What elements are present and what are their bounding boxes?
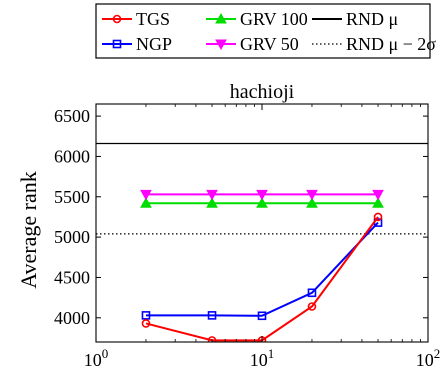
legend-rnd-2: RND μ − 2σ — [312, 34, 436, 54]
legend-grv-100-marker — [215, 12, 227, 24]
data-point-tgs — [141, 319, 151, 328]
data-point-ngp — [207, 311, 217, 320]
data-point-tgs — [307, 302, 317, 311]
legend-grv-50-label: GRV 50 — [240, 34, 299, 54]
data-point-grv-100 — [206, 197, 218, 208]
series-line-ngp — [145, 221, 379, 317]
data-point-grv-100 — [140, 197, 152, 208]
chart-title: hachioji — [230, 81, 295, 103]
data-point-grv-100 — [372, 197, 384, 208]
legend-grv-50-marker — [215, 39, 227, 51]
x-tick-label: 101 — [250, 346, 275, 370]
legend-rnd: RND μ — [312, 9, 398, 29]
x-tick-label: 100 — [84, 346, 109, 370]
data-layer — [96, 142, 428, 342]
data-point-ngp — [307, 288, 317, 298]
data-point-grv-50 — [206, 189, 218, 201]
data-point-grv-100 — [306, 197, 318, 208]
y-tick-label: 5000 — [54, 227, 90, 247]
data-point-tgs — [207, 336, 217, 342]
legend: TGS GRV 100 RND μ NGP GRV 50 RND μ − 2σ — [95, 3, 436, 59]
y-tick-label: 5500 — [54, 187, 90, 207]
legend-tgs-label: TGS — [136, 9, 170, 29]
legend-rnd-label: RND μ — [346, 9, 398, 29]
data-point-grv-50 — [140, 189, 152, 201]
data-point-tgs — [373, 212, 383, 222]
y-tick-label: 6500 — [54, 106, 90, 126]
legend-rnd-2-label: RND μ − 2σ — [346, 34, 436, 54]
plot-area: 4000 4500 5000 5500 6000 6500 100 101 102 — [54, 103, 441, 370]
y-tick-label: 4500 — [54, 267, 90, 287]
legend-box — [95, 3, 431, 59]
y-tick-label: 4000 — [54, 308, 90, 328]
data-point-ngp — [257, 311, 267, 321]
x-tick-label: 102 — [416, 346, 441, 370]
legend-grv-100-label: GRV 100 — [240, 9, 308, 29]
data-point-grv-50 — [372, 189, 384, 201]
data-point-grv-50 — [256, 189, 268, 201]
data-point-grv-50 — [306, 189, 318, 201]
data-point-ngp — [141, 311, 151, 320]
legend-ngp: NGP — [102, 34, 172, 54]
y-tick-label: 6000 — [54, 146, 90, 166]
legend-grv-50: GRV 50 — [206, 34, 299, 54]
legend-tgs-marker — [112, 14, 122, 24]
data-point-grv-100 — [256, 197, 268, 208]
legend-ngp-label: NGP — [136, 34, 172, 54]
legend-tgs: TGS — [102, 9, 170, 29]
legend-ngp-marker — [112, 39, 122, 49]
series-line-tgs — [145, 216, 379, 342]
legend-grv-100: GRV 100 — [206, 9, 308, 29]
y-axis-label: Average rank — [16, 171, 41, 288]
